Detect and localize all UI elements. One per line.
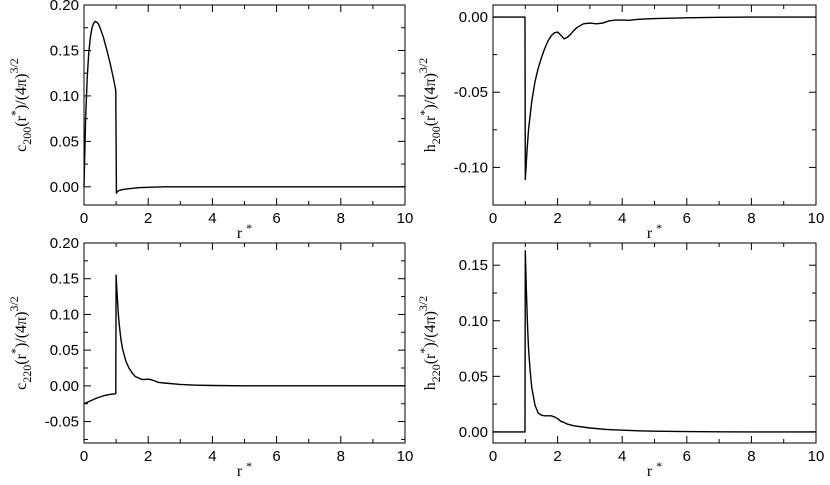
y-tick-label: -0.10 [454, 159, 488, 176]
y-axis-label-base: h [422, 144, 439, 152]
x-axis-label-superscript: * [246, 221, 252, 235]
x-tick-label: 2 [144, 448, 152, 465]
y-axis-label: h200(r*)/(4π)3/2 [416, 58, 443, 153]
x-tick-label: 0 [80, 448, 88, 465]
y-axis-label: c200(r*)/(4π)3/2 [7, 58, 34, 152]
y-tick-label: 0.00 [50, 179, 79, 196]
y-axis-label-base: c [13, 383, 30, 390]
panel-1: 0 2 4 6 8 100.000.050.100.150.20c200(r*)/(4π)… [7, 0, 413, 242]
y-tick-label: 0.05 [50, 133, 79, 150]
x-tick-label: 10 [397, 448, 414, 465]
y-axis-label-part: )/(4π) [422, 311, 439, 348]
plot-frame [492, 4, 817, 206]
x-tick-label: 8 [337, 210, 345, 227]
y-tick-label: 0.15 [50, 271, 79, 288]
x-axis-label-superscript: * [246, 459, 252, 473]
x-axis-label-superscript: * [656, 459, 662, 473]
x-tick-label: 8 [337, 448, 345, 465]
x-tick-label: 6 [272, 210, 280, 227]
x-tick-label: 6 [683, 210, 691, 227]
y-axis-label: c220(r*)/(4π)3/2 [7, 296, 34, 390]
x-axis-label-base: r [647, 225, 653, 242]
y-tick-label: 0.00 [459, 424, 488, 441]
y-axis-label-part: (r [13, 353, 30, 364]
y-axis-label-subscript: 220 [429, 364, 443, 382]
y-tick-label: 0.10 [50, 88, 79, 105]
y-tick-label: -0.05 [454, 84, 488, 101]
y-tick-label: 0.10 [50, 306, 79, 323]
x-tick-label: 8 [747, 210, 755, 227]
x-tick-label: 0 [80, 210, 88, 227]
data-curve [83, 20, 405, 194]
data-curve [493, 16, 816, 181]
y-axis-label-superscript: 3/2 [416, 296, 430, 311]
x-axis-label-base: r [647, 463, 653, 480]
y-axis-label-superscript: * [8, 110, 22, 116]
y-tick-label: 0.00 [459, 9, 488, 26]
y-axis-label-subscript: 220 [20, 365, 34, 383]
y-axis-label-part: )/(4π) [422, 73, 439, 110]
x-tick-label: 10 [808, 448, 825, 465]
plot-frame [83, 4, 406, 206]
x-axis-label: r * [237, 221, 252, 242]
y-axis-label-base: c [13, 145, 30, 152]
y-tick-label: 0.10 [459, 313, 488, 330]
plot-frame [492, 242, 817, 444]
panel-4: 0 2 4 6 8 100.000.050.100.15h220(r*)/(4π)3/2r… [416, 242, 825, 480]
x-tick-label: 2 [553, 210, 561, 227]
y-axis-label-superscript: 3/2 [7, 296, 21, 311]
x-tick-label: 10 [397, 210, 414, 227]
x-axis-label: r * [237, 459, 252, 480]
y-axis-label-superscript: 3/2 [416, 58, 430, 73]
x-tick-label: 2 [553, 448, 561, 465]
x-tick-label: 4 [618, 448, 626, 465]
y-axis-label-superscript: 3/2 [7, 58, 21, 73]
y-axis-label-part: )/(4π) [13, 74, 30, 111]
plot-frame [83, 242, 406, 444]
y-axis-label-part: (r [422, 115, 439, 126]
y-tick-label: 0.20 [50, 0, 79, 14]
x-tick-label: 0 [489, 448, 497, 465]
panel-3: 0 2 4 6 8 10-0.050.000.050.100.150.20c220(r*)… [7, 235, 413, 480]
y-axis-label-part: )/(4π) [13, 312, 30, 349]
y-tick-label: 0.05 [459, 368, 488, 385]
y-tick-label: 0.15 [459, 257, 488, 274]
x-tick-label: 4 [618, 210, 626, 227]
x-axis-label-superscript: * [656, 221, 662, 235]
x-tick-label: 10 [808, 210, 825, 227]
y-axis-label: h220(r*)/(4π)3/2 [416, 296, 443, 391]
x-tick-label: 4 [208, 448, 216, 465]
x-axis-label-base: r [237, 225, 243, 242]
y-axis-label-superscript: * [8, 348, 22, 354]
x-axis-label: r * [647, 221, 662, 242]
y-axis-label-part: (r [13, 115, 30, 126]
x-tick-label: 0 [489, 210, 497, 227]
data-curve [83, 274, 405, 405]
y-tick-label: 0.20 [50, 235, 79, 252]
y-axis-label-subscript: 200 [20, 127, 34, 145]
x-tick-label: 2 [144, 210, 152, 227]
x-tick-label: 4 [208, 210, 216, 227]
data-curve [493, 250, 816, 433]
y-axis-label-part: (r [422, 353, 439, 364]
y-tick-label: 0.05 [50, 342, 79, 359]
y-tick-label: 0.00 [50, 378, 79, 395]
y-tick-label: -0.05 [45, 414, 79, 431]
y-axis-label-superscript: * [417, 110, 431, 116]
x-tick-label: 6 [683, 448, 691, 465]
x-axis-label: r * [647, 459, 662, 480]
x-tick-label: 6 [272, 448, 280, 465]
y-axis-label-subscript: 200 [429, 126, 443, 144]
y-axis-label-superscript: * [417, 348, 431, 354]
x-tick-label: 8 [747, 448, 755, 465]
x-axis-label-base: r [237, 463, 243, 480]
y-tick-label: 0.15 [50, 42, 79, 59]
y-axis-label-base: h [422, 382, 439, 390]
